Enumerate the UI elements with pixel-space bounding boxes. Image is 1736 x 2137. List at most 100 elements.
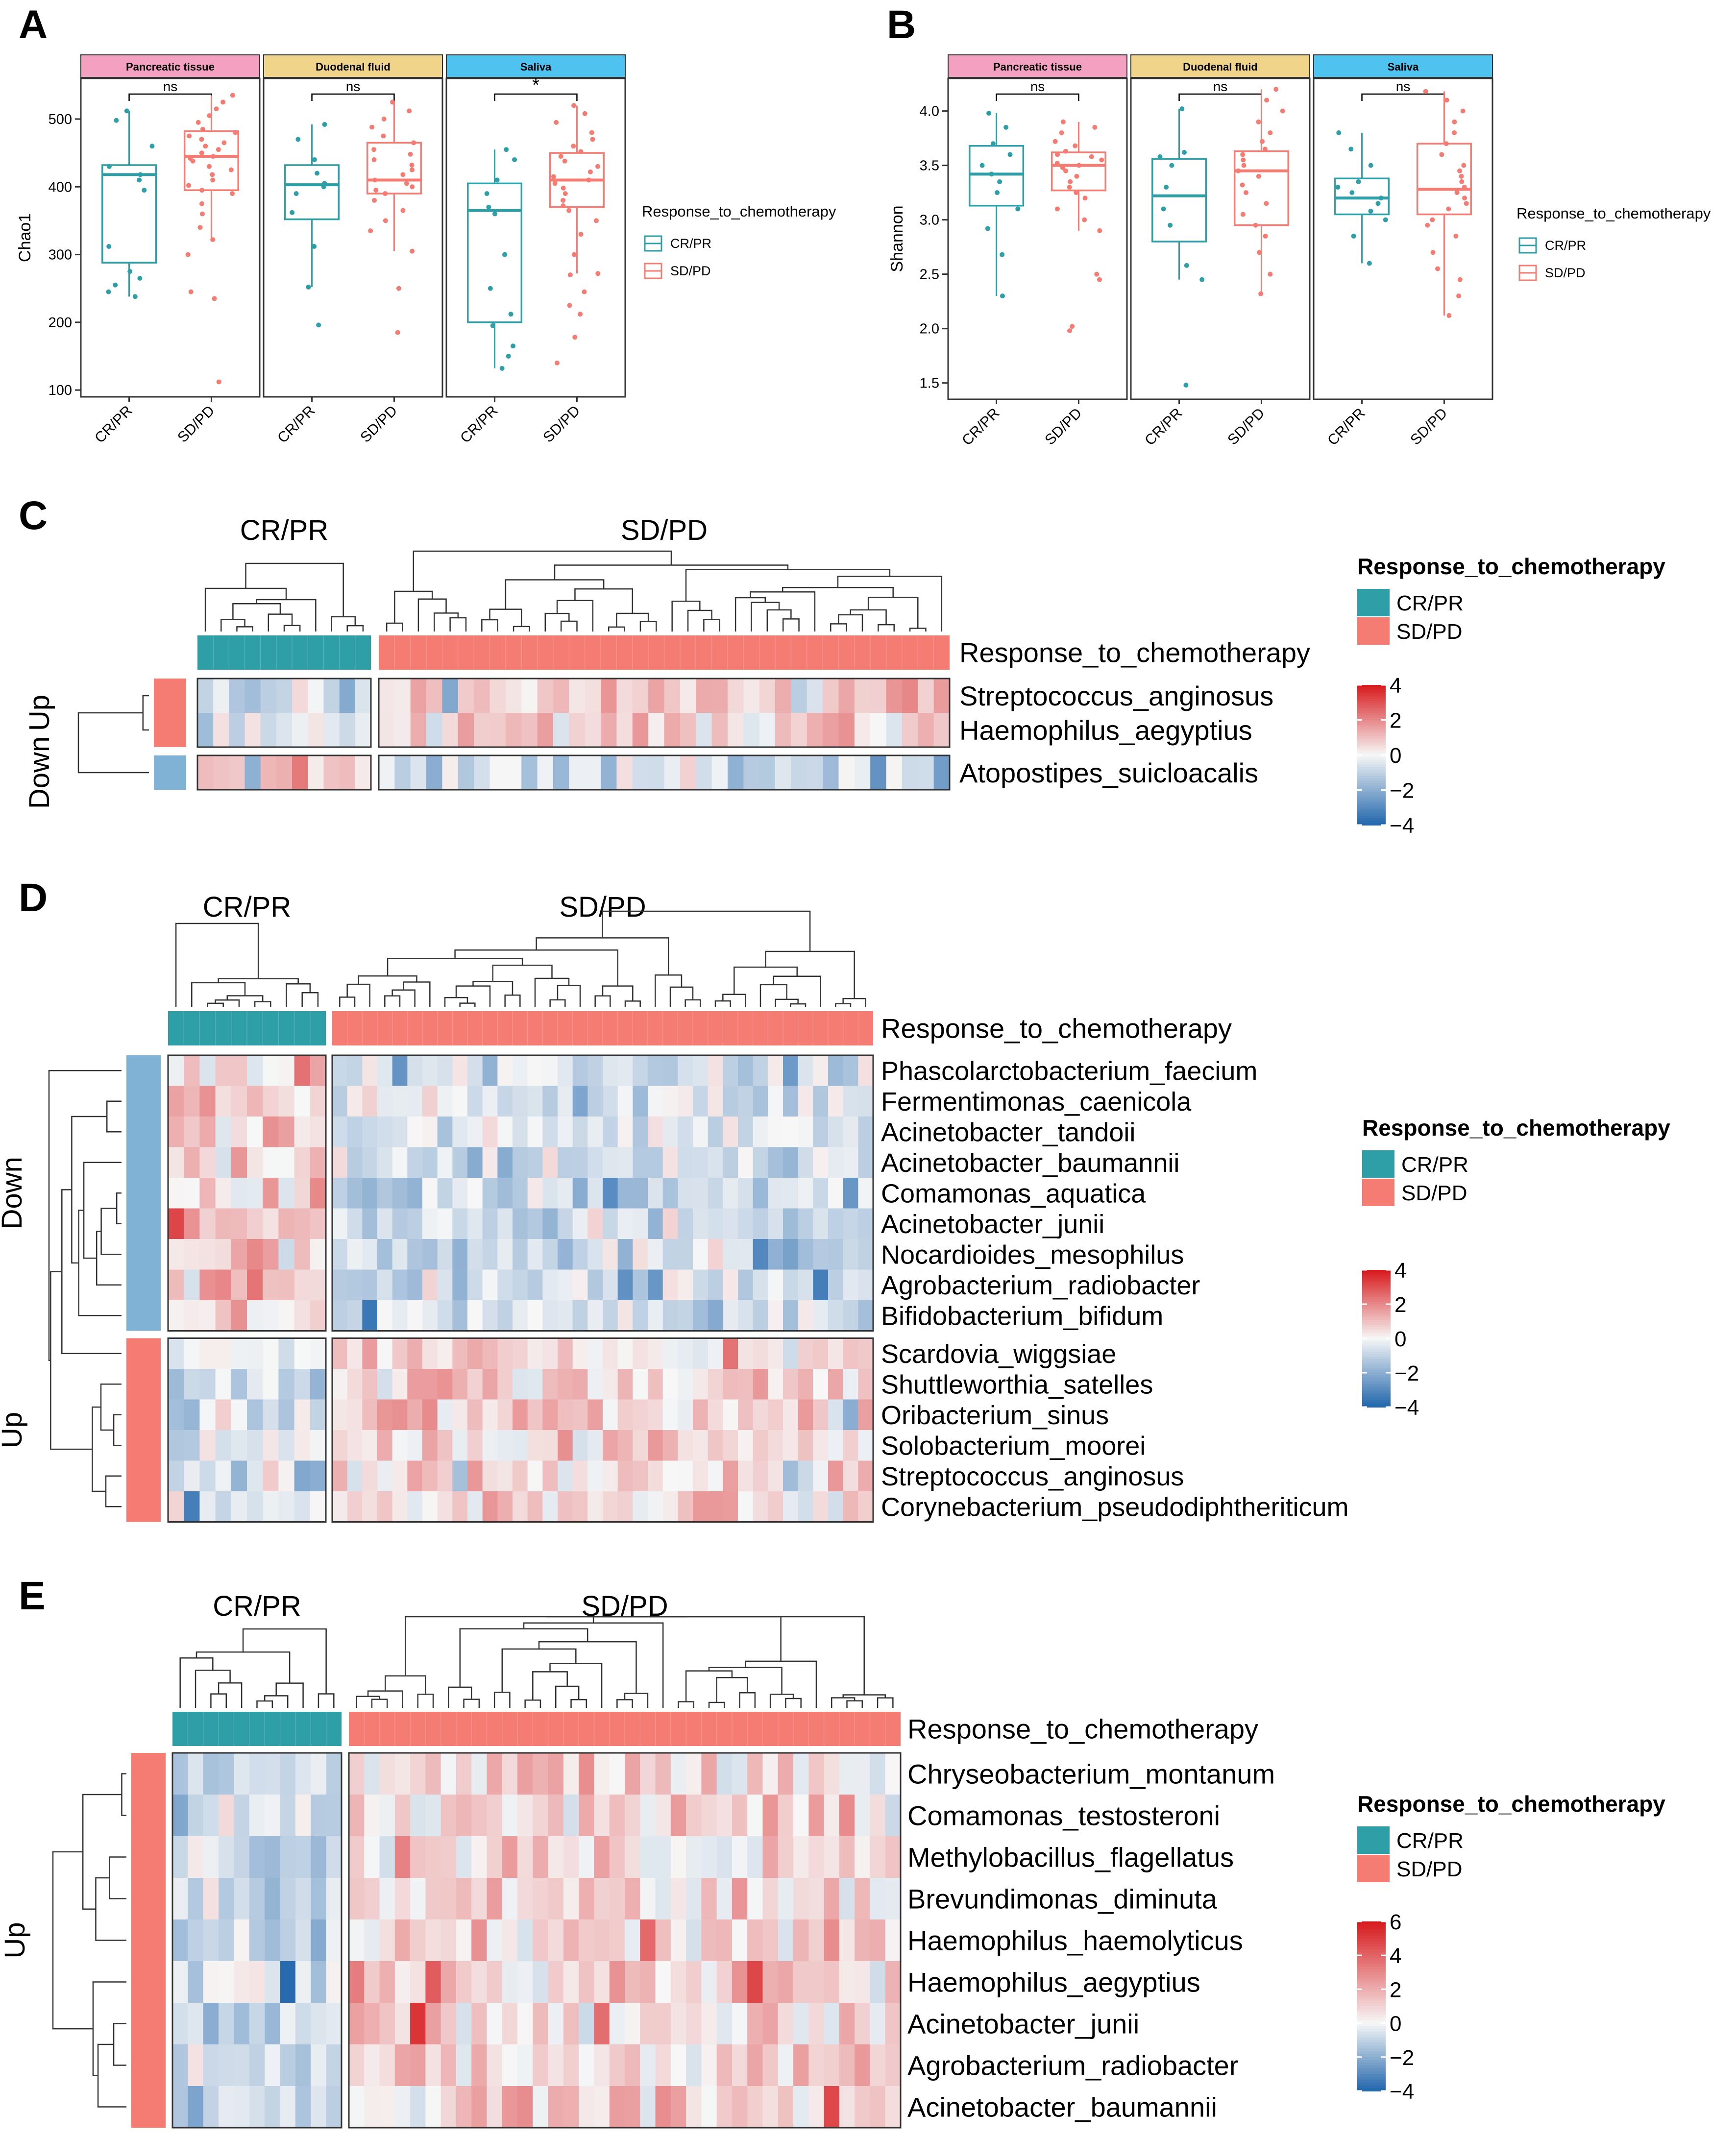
heatmap-cell [633,1300,648,1332]
data-point [504,147,509,152]
heatmap-cell [278,1300,295,1332]
row-label: Brevundimonas_diminuta [907,1884,1218,1915]
heatmap-cell [828,1239,844,1270]
heatmap-cell [783,1338,799,1369]
heatmap-cell [467,1269,483,1301]
dendrogram-branch [77,712,149,774]
row-label: Acinetobacter_baumannii [907,2092,1217,2123]
color-scale-segment [1362,1400,1391,1403]
data-point [138,172,143,177]
heatmap-cell [808,1961,825,2003]
data-point [502,252,508,257]
data-point [199,150,204,156]
heatmap-cell [778,1961,794,2003]
data-point [1356,179,1361,184]
dendrogram-branch [493,1691,511,1708]
dendrogram-branch [463,1699,480,1708]
data-point [214,106,219,112]
heatmap-cell [379,2086,395,2128]
facet-label: Pancreatic tissue [126,61,215,73]
heatmap-cell [456,1919,472,1962]
heatmap-cell [410,755,427,790]
data-point [187,133,192,139]
legend-key [1357,1826,1390,1854]
facet-label: Pancreatic tissue [993,61,1082,73]
heatmap-cell [308,755,324,790]
heatmap-cell [594,2044,610,2087]
heatmap-cell [885,2044,901,2087]
color-scale-segment [1357,2077,1386,2080]
heatmap-cell [437,1239,453,1270]
heatmap-cell [625,1919,640,1962]
dendrogram-branch [283,625,301,631]
heatmap-cell [839,2003,855,2045]
heatmap-cell [422,1086,438,1117]
heatmap-cell [199,1430,216,1461]
box [284,164,340,220]
heatmap-cell [311,1878,327,1920]
heatmap-cell [616,713,633,748]
heatmap-cell [902,713,918,748]
color-scale-segment [1357,804,1386,807]
heatmap-cell [839,1878,855,1920]
dendrogram-branch [685,999,701,1007]
heatmap-cell [843,1147,858,1178]
box [366,142,422,194]
heatmap-cell [553,755,569,790]
heatmap-cell [662,1086,678,1117]
dendrogram-branch [556,600,594,631]
heatmap-cell [379,2044,395,2087]
dendrogram-branch [226,995,264,1002]
heatmap-cell [487,1919,503,1962]
heatmap-cell [422,1055,438,1087]
heatmap-cell [467,1147,483,1178]
heatmap-cell [585,713,601,748]
color-scale-tick-label: −2 [1394,1361,1419,1385]
heatmap-cell [410,1836,426,1878]
heatmap-cell [497,1338,513,1369]
heatmap-cell [231,1300,247,1332]
facet-panel [947,77,1128,400]
heatmap-cell [377,1369,393,1400]
heatmap-cell [247,1055,263,1087]
heatmap-cell [824,2044,840,2087]
heatmap-cell [640,1878,656,1920]
heatmap-cell [632,679,649,713]
data-point [1164,185,1169,190]
heatmap-cell [410,2044,426,2087]
legend-item-label: SD/PD [1545,266,1586,280]
color-scale-segment [1357,748,1386,751]
facet-strip [80,54,260,78]
data-point [986,111,992,116]
heatmap-cell [594,1836,610,1878]
dendrogram-branch [831,1697,856,1708]
heatmap-cell [572,1399,588,1431]
color-scale-segment [1362,1373,1391,1376]
data-point [206,164,212,169]
data-point [1236,168,1241,173]
significance-label: ns [346,79,361,94]
data-point [1169,163,1174,168]
color-scale-segment [1357,774,1386,777]
dendrogram-branch [386,622,403,631]
heatmap-cell [394,679,411,713]
heatmap-cell [339,755,356,790]
heatmap-cell [249,1795,265,1837]
heatmap-cell [569,713,586,748]
heatmap-cell [572,1491,588,1523]
heatmap-cell [332,1460,348,1492]
heatmap-cell [762,1919,779,1962]
heatmap-cell [828,1300,844,1332]
dendrogram-branch [850,609,887,625]
dendrogram-branch [195,1670,231,1708]
heatmap-cell [452,1269,468,1301]
heatmap-cell [732,1961,748,2003]
color-scale-tick-label: 0 [1390,2012,1401,2036]
heatmap-cell [456,1836,472,1878]
heatmap-cell [364,2086,380,2128]
heatmap-cell [824,1919,840,1962]
color-scale-segment [1357,776,1386,779]
facet-strip [446,54,626,78]
heatmap-cell [203,2044,219,2087]
heatmap-cell [572,1269,588,1301]
